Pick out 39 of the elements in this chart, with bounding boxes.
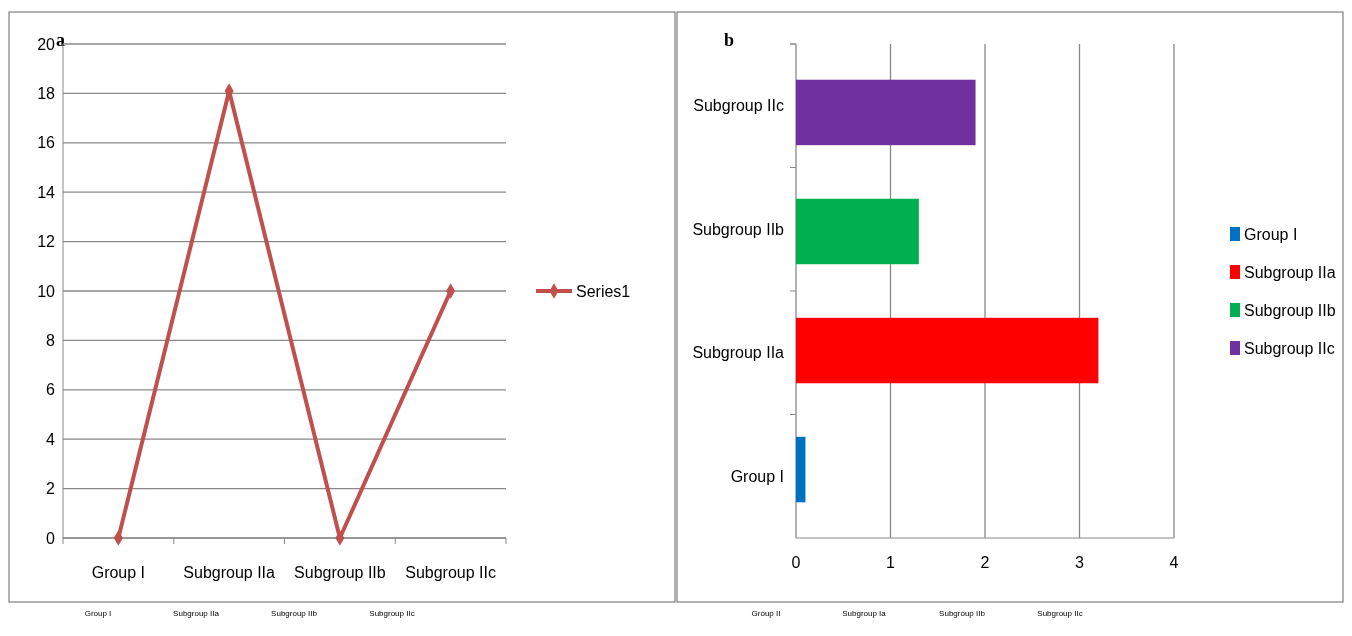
legend-label: Subgroup IIa — [1244, 263, 1336, 281]
x-tick-label: Subgroup IIc — [405, 564, 496, 581]
y-tick-label: 14 — [37, 183, 56, 201]
chart-title: a — [56, 30, 65, 50]
text: Subgroup Ia — [842, 609, 887, 618]
x-tick-label: 0 — [791, 554, 801, 571]
x-tick-label: 4 — [1169, 554, 1179, 571]
text: Subgroup IIb — [939, 609, 986, 618]
text: Subgroup IIa — [173, 609, 220, 618]
y-tick-label: 12 — [37, 233, 56, 251]
y-tick-label: 10 — [37, 282, 56, 300]
y-tick-label: 2 — [46, 480, 56, 498]
y-tick-label: 20 — [37, 35, 56, 53]
legend-label: Subgroup IIc — [1244, 339, 1335, 357]
x-tick-label: Group I — [91, 564, 146, 581]
text: Group I — [84, 609, 112, 618]
legend-label: Group I — [1244, 225, 1298, 243]
y-tick-label: 16 — [37, 134, 56, 152]
y-tick-label: 8 — [46, 332, 56, 349]
x-tick-label: 2 — [980, 554, 990, 571]
y-tick-label: Subgroup IIa — [692, 344, 785, 362]
text: Group II — [751, 609, 781, 618]
y-tick-label: 0 — [46, 529, 56, 547]
legend-label: Subgroup IIb — [1244, 301, 1336, 319]
x-tick-label: Subgroup IIa — [183, 564, 276, 581]
y-tick-label: Subgroup IIb — [692, 220, 785, 238]
y-tick-label: 18 — [37, 85, 56, 102]
x-tick-label: Subgroup IIb — [294, 564, 386, 581]
text: Subgroup IIb — [271, 609, 318, 618]
text: Subgroup IIc — [1037, 609, 1083, 618]
x-tick-label: 1 — [886, 554, 896, 571]
legend-label: Series1 — [576, 282, 631, 300]
chart-title: b — [724, 30, 735, 50]
y-tick-label: Group I — [730, 467, 784, 485]
x-tick-label: 3 — [1075, 554, 1085, 571]
text: Subgroup IIc — [369, 609, 415, 618]
y-tick-label: 4 — [46, 430, 56, 448]
y-tick-label: Subgroup IIc — [693, 97, 784, 115]
y-tick-label: 6 — [46, 381, 56, 399]
